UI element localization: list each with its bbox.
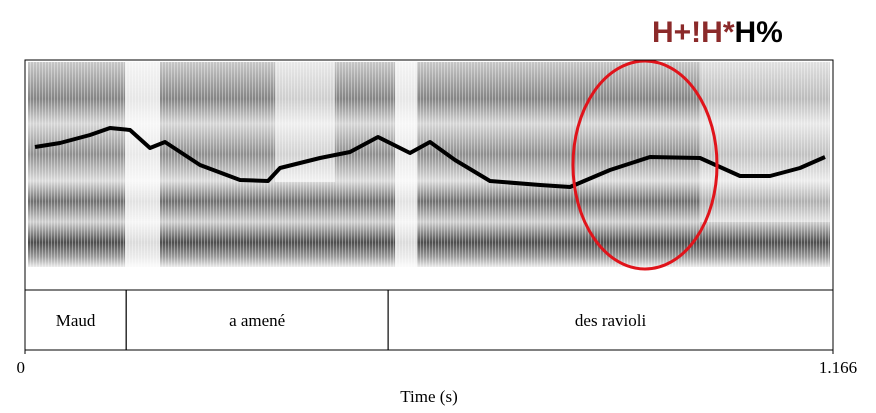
spectrogram: [25, 60, 833, 290]
tier-label: Maud: [56, 311, 96, 330]
tier-label: des ravioli: [575, 311, 647, 330]
x-axis-label: Time (s): [400, 387, 457, 406]
tier-interval: [387, 289, 834, 351]
annotation-boundary: H%: [735, 16, 783, 49]
tier-label: a amené: [229, 311, 285, 330]
annotation: H+!H*H%: [652, 16, 783, 49]
x-tick-label: 1.166: [819, 358, 857, 377]
annotation-accent: H+!H*: [652, 16, 735, 49]
highlight-ellipse: [571, 59, 719, 271]
x-tick-label: 0: [17, 358, 26, 377]
pitch-contour: [34, 126, 826, 189]
